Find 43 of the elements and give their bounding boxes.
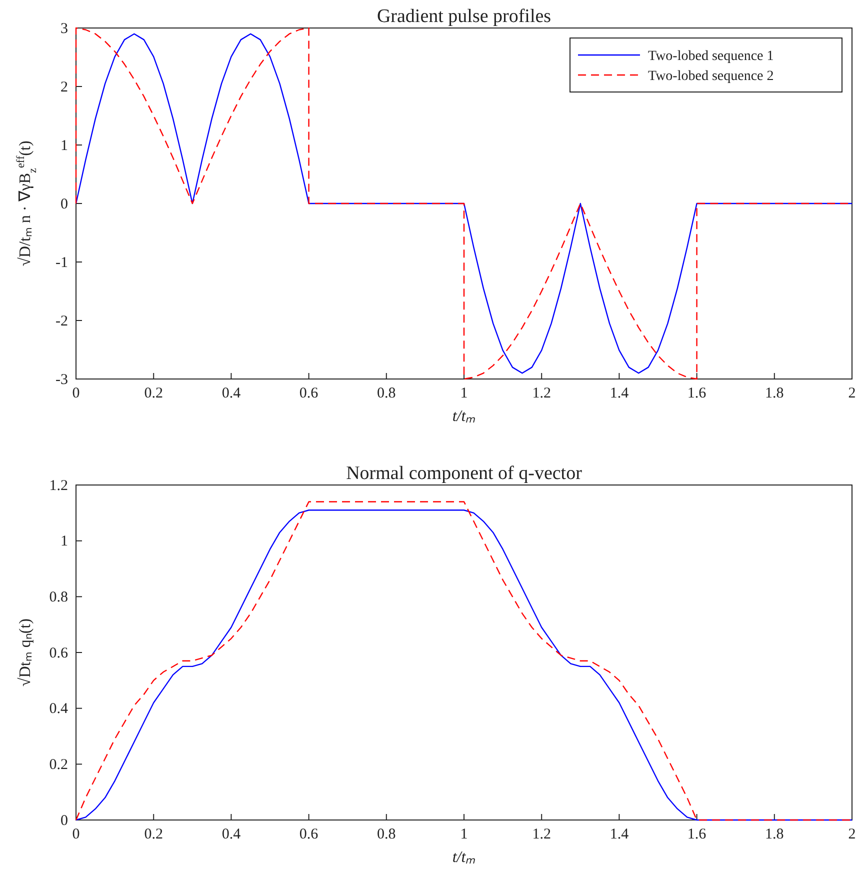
x-tick-label: 1.6 [687, 826, 707, 843]
y-tick-label: 0.4 [49, 701, 68, 718]
x-tick-label: 0 [72, 386, 80, 402]
x-tick-label: 0.6 [299, 386, 319, 402]
y-tick-label: -3 [56, 372, 68, 388]
y-tick-label: 1.2 [49, 478, 68, 494]
x-tick-label: 1.8 [765, 826, 784, 843]
legend-label: Two-lobed sequence 1 [648, 49, 774, 64]
y-axis-title: √Dtₘ qₙ(t) [17, 618, 34, 686]
x-tick-label: 1 [460, 826, 468, 843]
y-tick-label: -2 [56, 313, 68, 330]
x-axis-title: t/tₘ [452, 408, 476, 425]
x-tick-label: 0.8 [377, 386, 396, 402]
x-tick-label: 1.6 [687, 386, 707, 402]
y-tick-label: 1 [60, 534, 68, 550]
x-tick-label: 0.4 [222, 826, 242, 843]
y-tick-label: 0.2 [49, 756, 68, 773]
y-tick-label: 0.8 [49, 589, 68, 606]
chart-title: Gradient pulse profiles [376, 6, 552, 27]
y-tick-label: 1 [60, 138, 68, 154]
x-tick-label: 1.4 [610, 386, 630, 402]
x-tick-label: 0.2 [144, 386, 163, 402]
x-tick-label: 1.8 [765, 386, 784, 402]
x-axis-title: t/tₘ [452, 849, 476, 866]
x-tick-label: 1.2 [532, 386, 551, 402]
chart-title: Normal component of q-vector [346, 463, 583, 484]
x-tick-label: 1.4 [610, 826, 630, 843]
x-tick-label: 0.4 [222, 386, 242, 402]
x-tick-label: 1 [460, 386, 468, 402]
x-tick-label: 2 [848, 386, 856, 402]
x-tick-label: 0 [72, 826, 80, 843]
legend-label: Two-lobed sequence 2 [648, 69, 774, 84]
y-tick-label: 0.6 [49, 645, 68, 662]
x-tick-label: 2 [848, 826, 856, 843]
x-tick-label: 0.2 [144, 826, 163, 843]
x-tick-label: 0.8 [377, 826, 396, 843]
x-tick-label: 1.2 [532, 826, 551, 843]
x-tick-label: 0.6 [299, 826, 319, 843]
y-tick-label: 0 [60, 812, 68, 829]
y-tick-label: -1 [56, 254, 68, 271]
y-tick-label: 3 [60, 20, 68, 37]
y-tick-label: 2 [60, 79, 68, 96]
y-tick-label: 0 [60, 196, 68, 212]
